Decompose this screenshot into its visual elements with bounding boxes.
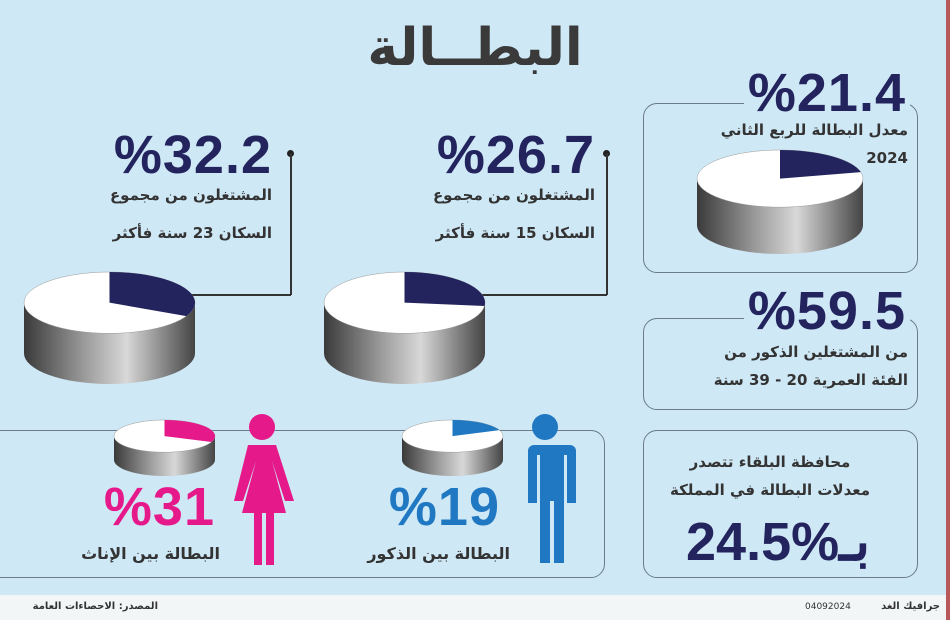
pie-slice-value [164, 420, 215, 443]
employed23-line1: المشتغلون من مجموع [109, 186, 272, 204]
balqa-line2: معدلات البطالة في المملكة [669, 481, 870, 499]
employed15-line1: المشتغلون من مجموع [432, 186, 595, 204]
connector-line [290, 153, 292, 295]
female-figure-icon [234, 414, 294, 565]
employed15-label: المشتغلون من مجموع السكان 15 سنة فأكثر [433, 176, 595, 252]
q2-rate-line2: 2024 [866, 149, 908, 167]
males-label: البطالة بين الذكور [367, 544, 510, 563]
pie-slice-value [452, 420, 500, 437]
q2-rate-line1: معدل البطالة للربع الثاني [720, 121, 908, 139]
females-label: البطالة بين الإناث [81, 544, 220, 563]
employed15-line2: السكان 15 سنة فأكثر [435, 224, 595, 242]
date-text: 04092024 [805, 602, 851, 612]
balqa-value: بـ%24.5 [686, 512, 870, 572]
pie-slice-value [780, 150, 861, 179]
pie-slice-value [109, 272, 196, 317]
males-value: %19 [388, 477, 500, 537]
male-share-value: %59.5 [743, 284, 910, 338]
pie-q2-rate [696, 149, 864, 254]
balqa-box [643, 430, 918, 578]
male-share-line2: الفئة العمرية 20 - 39 سنة [713, 371, 908, 389]
pie-slice-value [404, 272, 485, 306]
connector-line [450, 294, 607, 296]
connector-line [606, 153, 608, 295]
employed23-value: %32.2 [113, 125, 272, 185]
credit-text: جرافيك الغد [881, 601, 940, 612]
balqa-label: محافظة البلقاء تتصدر معدلات البطالة في ا… [670, 448, 870, 504]
footer: المصدر: الاحصاءات العامة جرافيك الغد 040… [0, 595, 946, 620]
right-border [946, 0, 950, 620]
male-figure-icon [520, 414, 576, 563]
employed15-value: %26.7 [436, 125, 595, 185]
connector-line [150, 294, 291, 296]
gender-box [0, 430, 605, 578]
employed23-line2: السكان 23 سنة فأكثر [112, 224, 272, 242]
page-title: البطــالة [367, 18, 583, 78]
male-share-label: من المشتغلين الذكور من الفئة العمرية 20 … [714, 338, 908, 394]
pie-males [401, 419, 504, 476]
pie-females [113, 419, 216, 476]
pie-employed15 [323, 271, 486, 384]
females-value: %31 [103, 477, 215, 537]
male-share-line1: من المشتغلين الذكور من [724, 343, 908, 361]
q2-rate-value: %21.4 [743, 66, 910, 120]
employed23-label: المشتغلون من مجموع السكان 23 سنة فأكثر [110, 176, 272, 252]
pie-employed23 [23, 271, 196, 384]
source-text: المصدر: الاحصاءات العامة [32, 601, 158, 612]
q2-rate-label: معدل البطالة للربع الثاني 2024 [721, 116, 908, 172]
balqa-line1: محافظة البلقاء تتصدر [689, 453, 851, 471]
